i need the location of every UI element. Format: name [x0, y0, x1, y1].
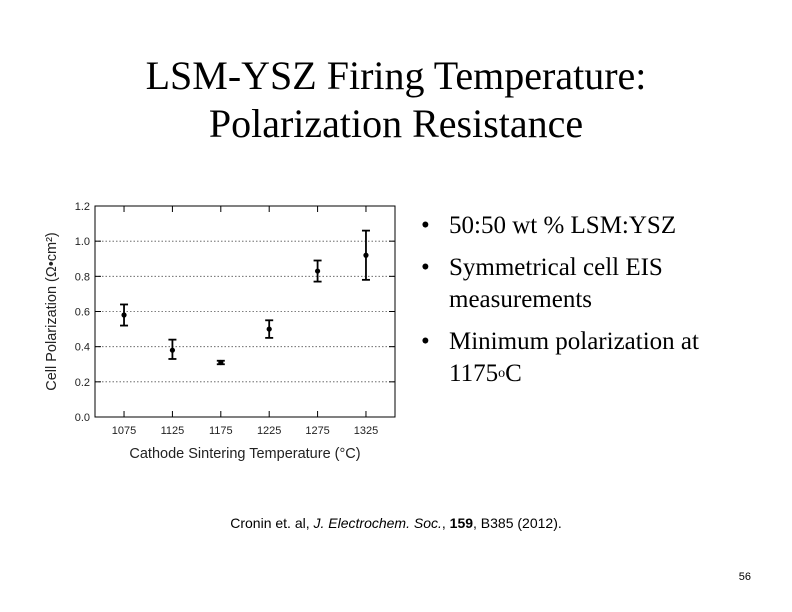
x-tick-label: 1075 — [112, 425, 136, 437]
bullet-text: Symmetrical cell EIS measurements — [449, 254, 663, 313]
slide-title: LSM-YSZ Firing Temperature: Polarization… — [0, 52, 792, 148]
bullet-dot: • — [421, 254, 430, 281]
y-tick-label: 1.0 — [75, 236, 90, 248]
data-point — [363, 252, 369, 258]
x-tick-label: 1175 — [209, 425, 233, 437]
bullet-item: • 50:50 wt % LSM:YSZ — [421, 210, 761, 242]
x-tick-label: 1225 — [257, 425, 281, 437]
data-point — [121, 312, 127, 318]
citation-journal: J. Electrochem. Soc. — [313, 515, 442, 531]
bullet-text: Minimum polarization at 1175 — [449, 328, 699, 387]
degree-superscript: o — [498, 366, 506, 381]
bullet-text-tail: C — [505, 360, 522, 387]
plot-frame — [94, 205, 396, 418]
citation: Cronin et. al, J. Electrochem. Soc., 159… — [0, 515, 792, 531]
chart-grid — [95, 240, 395, 383]
y-tick-label: 1.2 — [75, 201, 90, 213]
citation-volume: 159 — [449, 515, 474, 531]
x-tick-label: 1275 — [305, 425, 329, 437]
citation-rest: , B385 (2012). — [473, 515, 562, 531]
chart-ticks: 0.0 0.2 0.4 0.6 0.8 1.0 1.2 1075 1125 1175 1225 127… — [75, 201, 395, 437]
bullet-text: 50:50 wt % LSM:YSZ — [449, 212, 677, 239]
y-tick-label: 0.8 — [75, 271, 90, 283]
polarization-chart: 0.0 0.2 0.4 0.6 0.8 1.0 1.2 1075 1125 1175 1225 127… — [44, 201, 396, 462]
data-point — [218, 359, 224, 366]
citation-authors: Cronin et. al, — [230, 515, 314, 531]
data-point — [169, 347, 176, 353]
y-axis-label: Cell Polarization (Ω•cm²) — [44, 232, 60, 391]
x-tick-label: 1125 — [161, 425, 185, 437]
y-tick-label: 0.0 — [75, 412, 90, 424]
data-point — [266, 326, 272, 332]
data-point — [314, 268, 321, 274]
y-tick-label: 0.6 — [75, 307, 90, 319]
bullet-dot: • — [421, 328, 430, 355]
chart-points — [120, 229, 370, 366]
bullet-dot: • — [421, 212, 430, 239]
y-tick-label: 0.2 — [75, 377, 90, 389]
bullet-list: • 50:50 wt % LSM:YSZ • Symmetrical cell … — [421, 210, 761, 400]
bullet-item: • Symmetrical cell EIS measurements — [421, 252, 761, 316]
x-tick-label: 1325 — [354, 425, 378, 437]
bullet-item: • Minimum polarization at 1175oC — [421, 326, 761, 390]
title-line-1: LSM-YSZ Firing Temperature: — [145, 53, 647, 98]
x-axis-label: Cathode Sintering Temperature (°C) — [129, 446, 360, 462]
citation-separator: , — [441, 515, 450, 531]
title-line-2: Polarization Resistance — [208, 101, 584, 146]
y-tick-label: 0.4 — [75, 342, 90, 354]
page-number: 56 — [738, 571, 751, 583]
